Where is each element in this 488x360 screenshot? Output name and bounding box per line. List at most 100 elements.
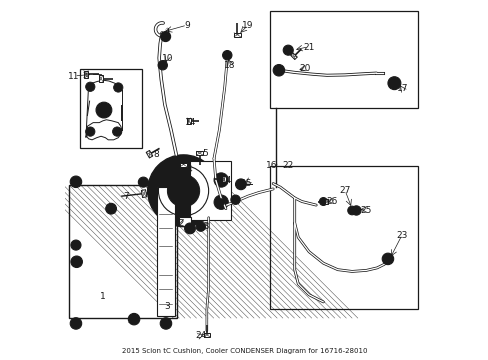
Circle shape (214, 195, 228, 210)
Circle shape (385, 256, 390, 261)
Text: 2: 2 (73, 258, 79, 267)
Circle shape (141, 180, 145, 184)
Text: 3: 3 (164, 302, 170, 311)
Circle shape (179, 186, 187, 195)
Polygon shape (325, 199, 328, 204)
Text: 24: 24 (195, 332, 207, 341)
Circle shape (161, 63, 164, 67)
Circle shape (71, 256, 82, 267)
Polygon shape (196, 151, 203, 155)
Circle shape (163, 34, 167, 39)
Text: 26: 26 (326, 197, 337, 206)
Text: 5: 5 (202, 149, 207, 158)
Circle shape (230, 195, 240, 204)
Polygon shape (146, 150, 152, 158)
Text: 19: 19 (242, 21, 253, 30)
Bar (69, 185, 177, 318)
Bar (269, 166, 418, 309)
Text: 18: 18 (224, 61, 235, 70)
Bar (179, 217, 190, 226)
Text: 9: 9 (184, 21, 190, 30)
Circle shape (167, 175, 199, 207)
Circle shape (196, 222, 205, 231)
Text: 23: 23 (396, 231, 407, 240)
Circle shape (238, 182, 243, 187)
Text: 20: 20 (299, 64, 310, 73)
Circle shape (73, 179, 78, 184)
Circle shape (349, 208, 353, 212)
Circle shape (70, 176, 81, 188)
Circle shape (387, 77, 400, 90)
Circle shape (100, 107, 107, 114)
Circle shape (283, 45, 293, 55)
Circle shape (71, 240, 81, 250)
Circle shape (351, 206, 360, 215)
Circle shape (158, 60, 167, 70)
Circle shape (70, 318, 81, 329)
Text: 15: 15 (240, 179, 251, 188)
Circle shape (105, 203, 116, 214)
Polygon shape (234, 33, 240, 37)
Polygon shape (187, 118, 190, 124)
Circle shape (285, 48, 290, 52)
Circle shape (113, 83, 122, 92)
Circle shape (176, 184, 190, 198)
Bar (157, 187, 174, 316)
Text: 25: 25 (360, 206, 371, 215)
Circle shape (74, 243, 78, 247)
Circle shape (147, 155, 219, 226)
Circle shape (222, 50, 231, 60)
Circle shape (85, 127, 95, 136)
Polygon shape (141, 190, 146, 198)
Circle shape (88, 130, 92, 134)
Text: 2: 2 (127, 316, 132, 325)
Circle shape (233, 198, 237, 202)
Circle shape (225, 53, 229, 57)
Circle shape (217, 199, 224, 206)
Text: 4: 4 (186, 165, 191, 174)
Circle shape (382, 253, 393, 265)
Text: 21: 21 (303, 43, 314, 52)
Polygon shape (99, 75, 103, 82)
Circle shape (273, 64, 284, 76)
Circle shape (160, 32, 170, 41)
Polygon shape (83, 71, 88, 78)
Bar (190, 161, 231, 220)
Text: 11: 11 (68, 72, 80, 81)
Text: 14: 14 (221, 176, 232, 185)
Circle shape (217, 176, 224, 184)
Text: 2015 Scion tC Cushion, Cooler CONDENSER Diagram for 16716-28010: 2015 Scion tC Cushion, Cooler CONDENSER … (122, 348, 366, 354)
Circle shape (116, 86, 120, 89)
Circle shape (198, 225, 203, 229)
Circle shape (138, 177, 148, 187)
Circle shape (187, 226, 192, 231)
Polygon shape (203, 333, 209, 337)
Text: 27: 27 (339, 186, 350, 195)
Circle shape (74, 259, 79, 264)
Circle shape (347, 206, 356, 215)
Text: 10: 10 (162, 54, 173, 63)
Text: 2: 2 (139, 179, 145, 188)
Polygon shape (290, 53, 297, 59)
Circle shape (73, 321, 78, 326)
Text: 14: 14 (184, 118, 196, 127)
Circle shape (235, 179, 246, 190)
Circle shape (214, 173, 228, 187)
Bar (80, 69, 142, 148)
Text: 7: 7 (123, 192, 129, 201)
Circle shape (96, 102, 112, 118)
Circle shape (184, 223, 195, 234)
Text: 22: 22 (281, 161, 293, 170)
Circle shape (131, 317, 136, 321)
Text: 6: 6 (107, 204, 113, 213)
Circle shape (321, 200, 325, 203)
Polygon shape (180, 163, 186, 167)
Circle shape (160, 318, 171, 329)
Text: 12: 12 (174, 219, 185, 228)
Circle shape (319, 198, 326, 206)
Circle shape (115, 130, 119, 134)
Circle shape (85, 82, 95, 91)
Circle shape (88, 85, 92, 89)
Text: 16: 16 (265, 161, 277, 170)
Polygon shape (222, 176, 225, 182)
